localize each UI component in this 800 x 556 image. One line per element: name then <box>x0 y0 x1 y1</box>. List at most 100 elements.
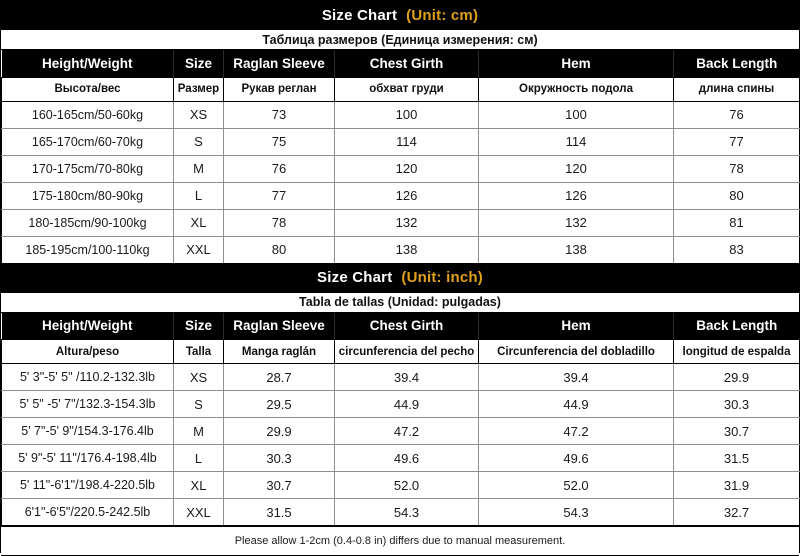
cell-back-length: 30.7 <box>673 417 800 445</box>
cell-raglan-sleeve: 75 <box>223 127 335 156</box>
cell-chest-girth: 132 <box>334 208 479 237</box>
cell-height-weight: 165-170cm/60-70kg <box>1 127 174 156</box>
cell-size: L <box>173 181 224 210</box>
cell-height-weight: 5' 5" -5' 7"/132.3-154.3lb <box>1 390 174 418</box>
cell-chest-girth: 54.3 <box>334 498 479 526</box>
cell-back-length: 78 <box>673 154 800 183</box>
cell-raglan-sleeve: 29.5 <box>223 390 335 418</box>
cell-size: L <box>173 444 224 472</box>
cm-header-ru-size: Размер <box>173 76 224 102</box>
inch-banner-title: Size Chart <box>317 269 393 286</box>
cm-table-banner: Size Chart (Unit: cm) <box>1 1 799 29</box>
cell-height-weight: 160-165cm/50-60kg <box>1 100 174 129</box>
cell-raglan-sleeve: 30.3 <box>223 444 335 472</box>
cell-size: XL <box>173 208 224 237</box>
cell-raglan-sleeve: 30.7 <box>223 471 335 499</box>
cell-chest-girth: 52.0 <box>334 471 479 499</box>
cm-header-raglan-sleeve: Raglan Sleeve <box>223 50 335 77</box>
table-row: 170-175cm/70-80kg M 76 120 120 78 <box>1 154 800 183</box>
cm-banner-unit: (Unit: cm) <box>406 6 479 24</box>
inch-header-es-height-weight: Altura/peso <box>1 339 174 364</box>
cell-hem: 114 <box>478 127 674 156</box>
cm-header-back-length: Back Length <box>673 50 800 77</box>
cell-raglan-sleeve: 78 <box>223 208 335 237</box>
inch-size-table: Height/Weight Size Raglan Sleeve Chest G… <box>1 312 800 526</box>
cell-back-length: 81 <box>673 208 800 237</box>
inch-header-row-english: Height/Weight Size Raglan Sleeve Chest G… <box>1 312 800 340</box>
cell-chest-girth: 114 <box>334 127 479 156</box>
cell-raglan-sleeve: 28.7 <box>223 363 335 391</box>
table-row: 165-170cm/60-70kg S 75 114 114 77 <box>1 127 800 156</box>
inch-table-body: 5' 3"-5' 5" /110.2-132.3lb XS 28.7 39.4 … <box>1 363 800 526</box>
cell-hem: 120 <box>478 154 674 183</box>
cell-raglan-sleeve: 73 <box>223 100 335 129</box>
cell-back-length: 80 <box>673 181 800 210</box>
inch-header-height-weight: Height/Weight <box>1 312 174 340</box>
cell-size: XS <box>173 100 224 129</box>
cm-banner-title: Size Chart <box>321 6 398 24</box>
cm-header-chest-girth: Chest Girth <box>334 50 479 77</box>
cell-height-weight: 5' 9"-5' 11"/176.4-198.4lb <box>1 444 174 472</box>
cell-chest-girth: 39.4 <box>334 363 479 391</box>
cell-raglan-sleeve: 29.9 <box>223 417 335 445</box>
cell-size: XS <box>173 363 224 391</box>
inch-header-size: Size <box>173 312 224 340</box>
cell-chest-girth: 47.2 <box>334 417 479 445</box>
cell-hem: 44.9 <box>478 390 674 418</box>
cm-header-ru-back-length: длина спины <box>673 76 800 102</box>
table-row: 180-185cm/90-100kg XL 78 132 132 81 <box>1 208 800 237</box>
cell-back-length: 77 <box>673 127 800 156</box>
cell-back-length: 76 <box>673 100 800 129</box>
cm-header-ru-hem: Окружность подола <box>478 76 674 102</box>
table-row: 5' 7"-5' 9"/154.3-176.4lb M 29.9 47.2 47… <box>1 417 800 445</box>
cell-raglan-sleeve: 76 <box>223 154 335 183</box>
cell-hem: 54.3 <box>478 498 674 526</box>
inch-header-raglan-sleeve: Raglan Sleeve <box>223 312 335 340</box>
cell-hem: 39.4 <box>478 363 674 391</box>
cm-header-row-russian: Высота/вес Размер Рукав реглан обхват гр… <box>1 76 800 102</box>
table-row: 5' 9"-5' 11"/176.4-198.4lb L 30.3 49.6 4… <box>1 444 800 472</box>
cm-size-table: Height/Weight Size Raglan Sleeve Chest G… <box>1 50 800 264</box>
cell-height-weight: 170-175cm/70-80kg <box>1 154 174 183</box>
cell-hem: 49.6 <box>478 444 674 472</box>
cell-back-length: 83 <box>673 235 800 264</box>
cm-header-ru-chest-girth: обхват груди <box>334 76 479 102</box>
cell-chest-girth: 138 <box>334 235 479 264</box>
cell-raglan-sleeve: 80 <box>223 235 335 264</box>
inch-header-es-raglan-sleeve: Manga raglán <box>223 339 335 364</box>
cm-table-subtitle: Таблица размеров (Единица измерения: см) <box>1 29 799 50</box>
cell-chest-girth: 120 <box>334 154 479 183</box>
cell-chest-girth: 44.9 <box>334 390 479 418</box>
inch-header-chest-girth: Chest Girth <box>334 312 479 340</box>
cell-chest-girth: 126 <box>334 181 479 210</box>
cell-chest-girth: 100 <box>334 100 479 129</box>
inch-header-back-length: Back Length <box>673 312 800 340</box>
cell-raglan-sleeve: 31.5 <box>223 498 335 526</box>
cell-size: S <box>173 127 224 156</box>
inch-table-subtitle: Tabla de tallas (Unidad: pulgadas) <box>1 291 799 313</box>
cell-height-weight: 185-195cm/100-110kg <box>1 235 174 264</box>
cell-back-length: 31.5 <box>673 444 800 472</box>
cell-size: S <box>173 390 224 418</box>
cell-height-weight: 6'1"-6'5"/220.5-242.5lb <box>1 498 174 526</box>
cell-chest-girth: 49.6 <box>334 444 479 472</box>
cell-size: M <box>173 417 224 445</box>
table-row: 175-180cm/80-90kg L 77 126 126 80 <box>1 181 800 210</box>
inch-header-es-chest-girth: circunferencia del pecho <box>334 339 479 364</box>
cell-back-length: 30.3 <box>673 390 800 418</box>
cm-header-ru-raglan-sleeve: Рукав реглан <box>223 76 335 102</box>
cell-height-weight: 180-185cm/90-100kg <box>1 208 174 237</box>
measurement-disclaimer: Please allow 1-2cm (0.4-0.8 in) differs … <box>1 526 799 556</box>
table-row: 5' 3"-5' 5" /110.2-132.3lb XS 28.7 39.4 … <box>1 363 800 391</box>
cell-size: M <box>173 154 224 183</box>
table-row: 5' 11"-6'1"/198.4-220.5lb XL 30.7 52.0 5… <box>1 471 800 499</box>
cell-height-weight: 5' 7"-5' 9"/154.3-176.4lb <box>1 417 174 445</box>
cm-header-hem: Hem <box>478 50 674 77</box>
cell-size: XXL <box>173 498 224 526</box>
cell-hem: 52.0 <box>478 471 674 499</box>
cm-header-size: Size <box>173 50 224 77</box>
cell-back-length: 29.9 <box>673 363 800 391</box>
table-row: 185-195cm/100-110kg XXL 80 138 138 83 <box>1 235 800 264</box>
inch-header-es-hem: Circunferencia del dobladillo <box>478 339 674 364</box>
